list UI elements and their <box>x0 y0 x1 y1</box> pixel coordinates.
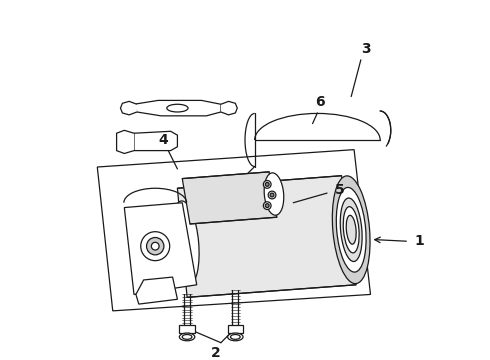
Ellipse shape <box>230 334 240 339</box>
Polygon shape <box>134 131 177 150</box>
Ellipse shape <box>228 333 243 341</box>
Polygon shape <box>221 102 237 115</box>
Text: 5: 5 <box>335 183 344 197</box>
Ellipse shape <box>151 242 159 250</box>
Polygon shape <box>134 100 221 116</box>
Ellipse shape <box>340 198 362 261</box>
Ellipse shape <box>268 191 276 199</box>
Ellipse shape <box>270 193 274 197</box>
Ellipse shape <box>343 207 359 253</box>
Ellipse shape <box>332 176 370 284</box>
Polygon shape <box>124 203 196 294</box>
Polygon shape <box>98 150 370 311</box>
Polygon shape <box>228 325 243 333</box>
Ellipse shape <box>147 238 164 255</box>
Ellipse shape <box>171 201 199 285</box>
Ellipse shape <box>263 202 271 210</box>
Text: 1: 1 <box>414 234 424 248</box>
Ellipse shape <box>179 333 195 341</box>
Ellipse shape <box>346 215 356 244</box>
Polygon shape <box>177 176 356 297</box>
Ellipse shape <box>167 104 188 112</box>
Polygon shape <box>136 277 177 304</box>
Ellipse shape <box>141 232 170 261</box>
Polygon shape <box>121 102 137 115</box>
Ellipse shape <box>263 180 271 188</box>
Ellipse shape <box>265 204 269 208</box>
Polygon shape <box>117 130 134 153</box>
Ellipse shape <box>336 188 366 272</box>
Ellipse shape <box>182 334 192 339</box>
Ellipse shape <box>265 183 269 186</box>
Ellipse shape <box>264 173 284 215</box>
Text: 6: 6 <box>316 95 325 109</box>
Polygon shape <box>179 325 195 333</box>
Text: 2: 2 <box>211 346 221 360</box>
Text: 4: 4 <box>158 133 168 147</box>
Polygon shape <box>182 172 277 224</box>
Text: 3: 3 <box>361 42 370 56</box>
